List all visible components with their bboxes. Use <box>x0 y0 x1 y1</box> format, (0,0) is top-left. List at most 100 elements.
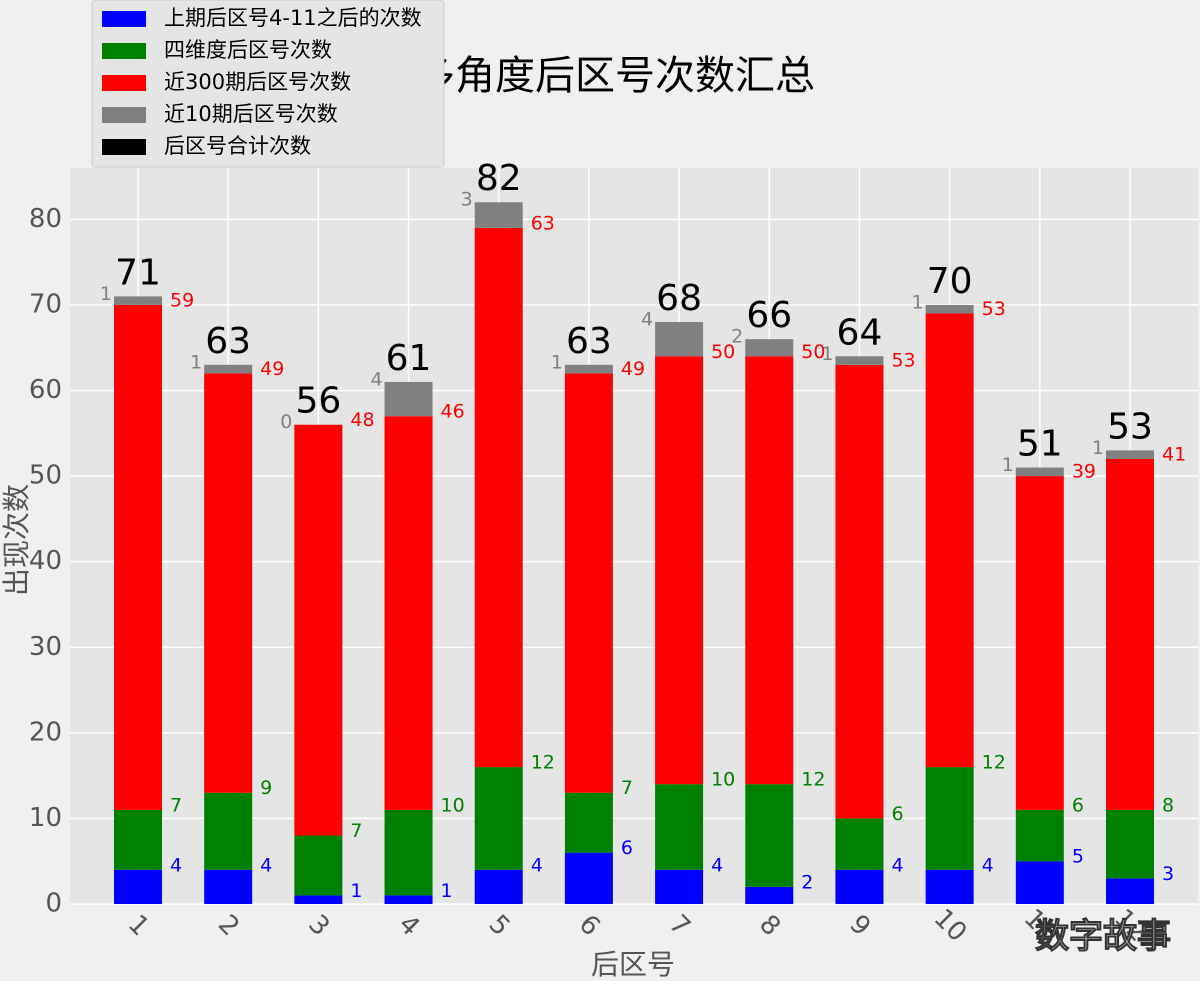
bar-segment <box>114 296 162 305</box>
chart-title: 多角度后区号次数汇总 <box>415 53 815 99</box>
y-tick-label: 60 <box>29 375 62 405</box>
value-label: 1 <box>100 283 112 305</box>
value-label: 4 <box>982 854 994 876</box>
value-label: 59 <box>170 289 194 311</box>
legend-label: 近10期后区号次数 <box>164 102 338 126</box>
bar-segment <box>655 322 704 357</box>
total-label: 56 <box>295 381 341 422</box>
value-label: 4 <box>711 854 723 876</box>
value-label: 48 <box>350 409 374 431</box>
value-label: 53 <box>982 298 1006 320</box>
value-label: 10 <box>441 794 465 816</box>
bar-segment <box>564 373 613 793</box>
bar-segment <box>474 202 523 228</box>
y-tick-label: 50 <box>29 461 62 491</box>
legend-box <box>91 0 445 168</box>
bar-segment <box>204 792 253 870</box>
bar-segment <box>474 869 523 904</box>
bar-segment <box>835 869 884 904</box>
bar-segment <box>1106 878 1154 904</box>
total-label: 64 <box>837 312 883 353</box>
value-label: 1 <box>821 343 833 365</box>
watermark: 数字故事 <box>1035 917 1171 957</box>
bars: 4759171494916317480561104646141263382674… <box>100 158 1186 904</box>
bar-segment <box>114 809 162 870</box>
legend-swatch <box>102 107 146 123</box>
bar-segment <box>655 356 704 785</box>
value-label: 7 <box>621 777 633 799</box>
legend-label: 近300期后区号次数 <box>164 70 351 94</box>
y-tick-label: 40 <box>29 546 62 576</box>
value-label: 1 <box>551 351 563 373</box>
bar-segment <box>564 852 613 904</box>
value-label: 63 <box>531 212 555 234</box>
value-label: 12 <box>531 752 555 774</box>
y-tick-label: 80 <box>29 204 62 234</box>
bar-segment <box>925 767 974 870</box>
value-label: 4 <box>891 854 903 876</box>
value-label: 50 <box>711 341 735 363</box>
bar-segment <box>835 356 884 365</box>
value-label: 6 <box>621 837 633 859</box>
y-axis-label: 出现次数 <box>0 484 33 596</box>
value-label: 4 <box>531 854 543 876</box>
bar-segment <box>1015 861 1064 904</box>
bar-segment <box>835 818 884 870</box>
y-tick-label: 30 <box>29 632 62 662</box>
value-label: 10 <box>711 769 735 791</box>
value-label: 53 <box>891 349 915 371</box>
value-label: 4 <box>260 854 272 876</box>
bar-segment <box>745 784 794 887</box>
value-label: 49 <box>621 358 645 380</box>
total-label: 53 <box>1107 406 1153 447</box>
bar-segment <box>294 895 343 904</box>
value-label: 6 <box>891 803 903 825</box>
legend-swatch <box>102 139 146 155</box>
bar-segment <box>204 373 253 793</box>
value-label: 8 <box>1162 794 1174 816</box>
bar-segment <box>294 835 343 896</box>
bar-segment <box>925 304 974 314</box>
bar-segment <box>745 886 794 904</box>
bar-segment <box>564 364 613 374</box>
value-label: 1 <box>1002 454 1014 476</box>
value-label: 2 <box>801 871 813 893</box>
value-label: 1 <box>350 880 362 902</box>
x-axis-label: 后区号 <box>591 948 675 981</box>
bar-segment <box>294 424 343 836</box>
value-label: 1 <box>441 880 453 902</box>
value-label: 50 <box>801 341 825 363</box>
bar-segment <box>384 809 433 896</box>
legend-swatch <box>102 43 146 59</box>
y-tick-label: 20 <box>29 717 62 747</box>
bar-segment <box>1106 809 1154 879</box>
bar-segment <box>1106 450 1154 459</box>
bar-segment <box>1106 458 1154 810</box>
legend-label: 上期后区号4-11之后的次数 <box>164 6 422 30</box>
value-label: 7 <box>350 820 362 842</box>
value-label: 2 <box>731 326 743 348</box>
value-label: 0 <box>280 411 292 433</box>
bar-segment <box>474 767 523 870</box>
legend-label: 后区号合计次数 <box>164 134 311 158</box>
total-label: 82 <box>476 158 522 199</box>
total-label: 70 <box>927 261 973 302</box>
value-label: 1 <box>190 351 202 373</box>
bar-segment <box>745 339 794 357</box>
bar-segment <box>925 313 974 768</box>
value-label: 49 <box>260 358 284 380</box>
total-label: 63 <box>205 321 251 362</box>
legend: 上期后区号4-11之后的次数四维度后区号次数近300期后区号次数近10期后区号次… <box>91 0 445 168</box>
bar-segment <box>1015 809 1064 862</box>
bar-segment <box>114 869 162 904</box>
total-label: 61 <box>386 338 432 379</box>
bar-segment <box>384 895 433 904</box>
value-label: 4 <box>370 368 382 390</box>
value-label: 5 <box>1072 846 1084 868</box>
value-label: 12 <box>982 752 1006 774</box>
bar-segment <box>114 304 162 810</box>
legend-swatch <box>102 11 146 27</box>
bar-segment <box>384 381 433 417</box>
value-label: 1 <box>912 291 924 313</box>
